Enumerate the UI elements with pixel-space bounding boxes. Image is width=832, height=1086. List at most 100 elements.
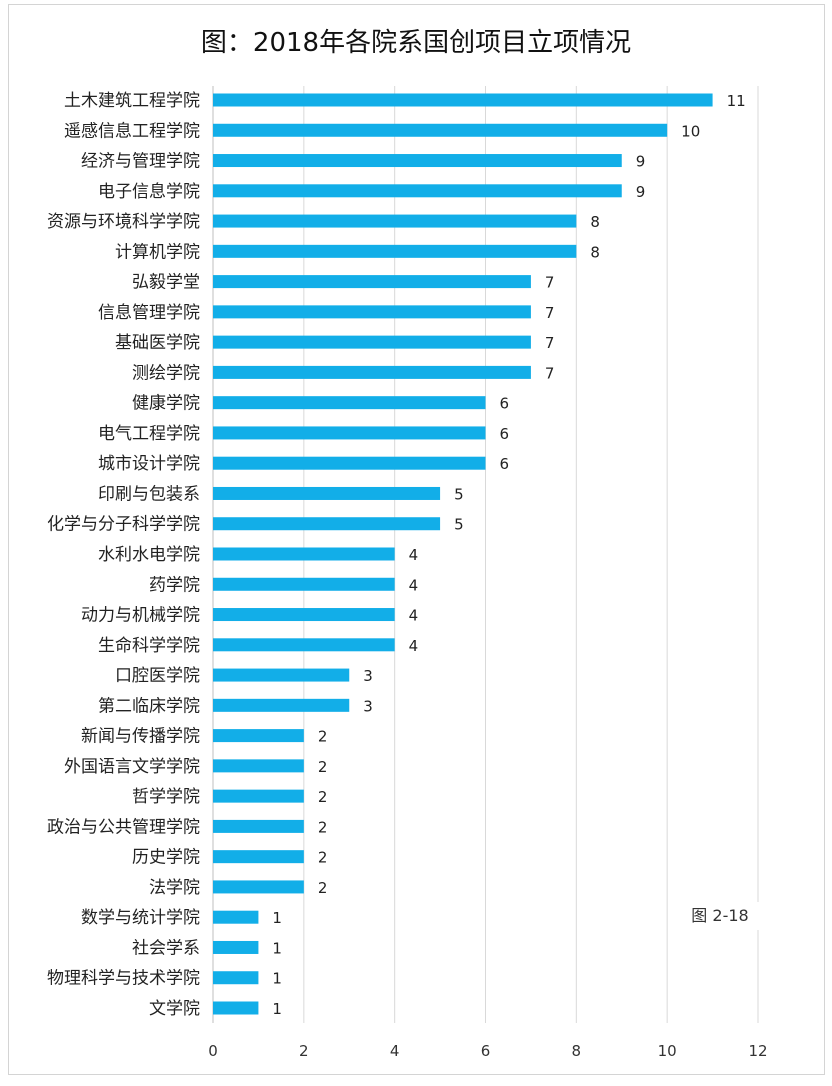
category-label: 电子信息学院 bbox=[98, 182, 200, 202]
bar bbox=[213, 123, 668, 137]
bar bbox=[213, 698, 350, 712]
data-label: 4 bbox=[409, 607, 419, 625]
bar bbox=[213, 759, 304, 773]
category-label: 文学院 bbox=[149, 999, 200, 1019]
data-label: 3 bbox=[363, 697, 373, 715]
category-label: 动力与机械学院 bbox=[81, 606, 200, 626]
bar bbox=[213, 880, 304, 894]
category-label: 健康学院 bbox=[132, 394, 200, 414]
bar bbox=[213, 184, 622, 198]
category-label: 新闻与传播学院 bbox=[81, 727, 200, 747]
data-label: 4 bbox=[409, 637, 419, 655]
category-label: 资源与环境科学学院 bbox=[47, 212, 200, 232]
category-label: 信息管理学院 bbox=[98, 303, 200, 323]
category-label: 第二临床学院 bbox=[98, 696, 200, 716]
data-label: 4 bbox=[409, 546, 419, 564]
category-label: 历史学院 bbox=[132, 848, 200, 868]
bar bbox=[213, 154, 622, 168]
data-label: 6 bbox=[500, 455, 510, 473]
data-label: 7 bbox=[545, 304, 555, 322]
bar bbox=[213, 486, 441, 500]
bar bbox=[213, 638, 395, 652]
bar bbox=[213, 910, 259, 924]
bar bbox=[213, 547, 395, 561]
data-label: 1 bbox=[272, 1000, 282, 1018]
data-label: 2 bbox=[318, 849, 328, 867]
category-label: 印刷与包装系 bbox=[98, 484, 200, 504]
data-label: 2 bbox=[318, 788, 328, 806]
bar bbox=[213, 668, 350, 682]
data-label: 9 bbox=[636, 153, 646, 171]
bar bbox=[213, 456, 486, 470]
bar bbox=[213, 396, 486, 410]
bar bbox=[213, 850, 304, 864]
data-label: 2 bbox=[318, 758, 328, 776]
data-label: 6 bbox=[500, 425, 510, 443]
data-label: 8 bbox=[590, 213, 600, 231]
category-label: 口腔医学院 bbox=[115, 666, 200, 686]
bar bbox=[213, 426, 486, 440]
data-label: 7 bbox=[545, 334, 555, 352]
x-tick-label: 6 bbox=[481, 1042, 491, 1060]
bar bbox=[213, 335, 531, 349]
bar bbox=[213, 1001, 259, 1015]
data-label: 5 bbox=[454, 516, 464, 534]
data-label: 2 bbox=[318, 818, 328, 836]
category-label: 社会学系 bbox=[132, 938, 200, 958]
category-label: 弘毅学堂 bbox=[132, 273, 200, 293]
data-label: 2 bbox=[318, 879, 328, 897]
category-label: 药学院 bbox=[149, 575, 200, 595]
bar bbox=[213, 729, 304, 743]
bar bbox=[213, 275, 531, 289]
category-label: 计算机学院 bbox=[115, 242, 200, 262]
data-label: 4 bbox=[409, 576, 419, 594]
data-label: 5 bbox=[454, 485, 464, 503]
x-tick-label: 8 bbox=[572, 1042, 582, 1060]
bar bbox=[213, 577, 395, 591]
chart-frame bbox=[8, 4, 825, 1075]
category-label: 基础医学院 bbox=[115, 333, 200, 353]
data-label: 9 bbox=[636, 183, 646, 201]
data-label: 10 bbox=[681, 122, 700, 140]
x-tick-label: 2 bbox=[299, 1042, 309, 1060]
x-tick-label: 4 bbox=[390, 1042, 400, 1060]
data-label: 6 bbox=[500, 395, 510, 413]
bar bbox=[213, 93, 713, 107]
category-label: 电气工程学院 bbox=[98, 424, 200, 444]
bar bbox=[213, 365, 531, 379]
data-label: 1 bbox=[272, 970, 282, 988]
data-label: 1 bbox=[272, 939, 282, 957]
bar bbox=[213, 517, 441, 531]
category-label: 经济与管理学院 bbox=[81, 152, 200, 172]
category-label: 数学与统计学院 bbox=[81, 908, 200, 928]
bar bbox=[213, 819, 304, 833]
figure-annotation: 图 2-18 bbox=[680, 902, 760, 930]
category-label: 遥感信息工程学院 bbox=[64, 121, 200, 141]
category-label: 生命科学学院 bbox=[98, 636, 200, 656]
category-label: 测绘学院 bbox=[132, 363, 200, 383]
data-label: 2 bbox=[318, 728, 328, 746]
bar bbox=[213, 971, 259, 985]
category-label: 城市设计学院 bbox=[98, 454, 200, 474]
category-label: 法学院 bbox=[149, 878, 200, 898]
data-label: 1 bbox=[272, 909, 282, 927]
category-label: 政治与公共管理学院 bbox=[47, 817, 200, 837]
bar bbox=[213, 940, 259, 954]
bar bbox=[213, 608, 395, 622]
data-label: 7 bbox=[545, 364, 555, 382]
x-tick-label: 10 bbox=[658, 1042, 677, 1060]
category-label: 哲学学院 bbox=[132, 787, 200, 807]
bar bbox=[213, 789, 304, 803]
data-label: 3 bbox=[363, 667, 373, 685]
category-label: 化学与分子科学学院 bbox=[47, 515, 200, 535]
bar bbox=[213, 244, 577, 258]
data-label: 11 bbox=[727, 92, 746, 110]
x-tick-label: 0 bbox=[208, 1042, 218, 1060]
category-label: 土木建筑工程学院 bbox=[64, 91, 200, 111]
x-tick-label: 12 bbox=[748, 1042, 767, 1060]
chart-title: 图：2018年各院系国创项目立项情况 bbox=[200, 28, 632, 58]
category-label: 外国语言文学学院 bbox=[64, 757, 200, 777]
category-label: 物理科学与技术学院 bbox=[47, 969, 200, 989]
data-label: 8 bbox=[590, 243, 600, 261]
